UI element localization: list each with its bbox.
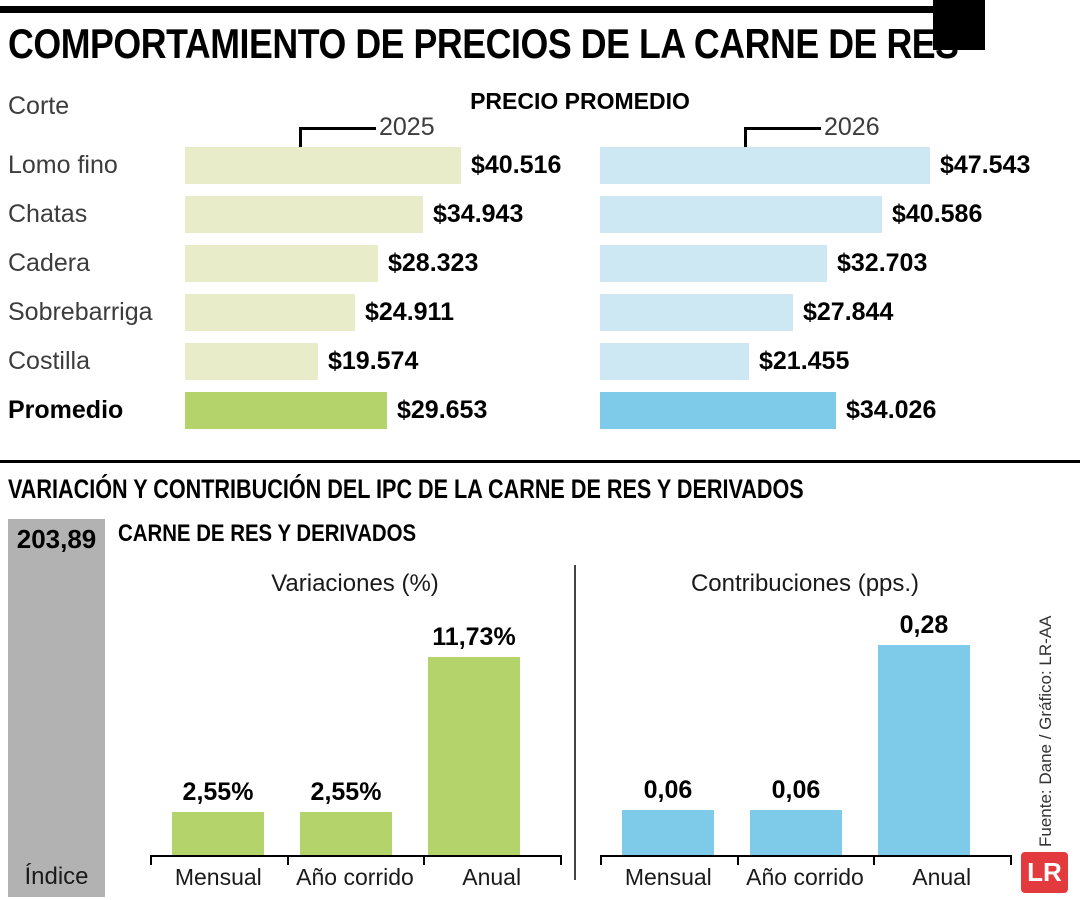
price-row-label: Lomo fino	[8, 151, 118, 179]
price-row-label: Costilla	[8, 347, 90, 375]
price-bar-2026	[600, 196, 882, 233]
bar-value-contribuciones: 0,28	[899, 611, 949, 639]
axis-tick-contribuciones	[873, 855, 875, 865]
bar-value-contribuciones: 0,06	[643, 776, 693, 804]
axis-line-variaciones	[150, 855, 560, 857]
price-bar-2025	[185, 147, 461, 184]
axis-tick-contribuciones	[737, 855, 739, 865]
price-bar-2025	[185, 392, 387, 429]
price-bar-2025	[185, 343, 318, 380]
bar-value-variaciones: 2,55%	[310, 778, 382, 806]
chart-title-variaciones: Variaciones (%)	[271, 570, 439, 597]
price-bar-2026	[600, 294, 793, 331]
bar-value-variaciones: 11,73%	[432, 623, 516, 651]
price-value-2025: $29.653	[397, 396, 488, 424]
bar-variaciones	[428, 657, 520, 855]
price-bar-2025	[185, 294, 355, 331]
price-value-2026: $47.543	[940, 151, 1031, 179]
column-header-corte: Corte	[8, 92, 70, 120]
axis-tick-variaciones	[560, 855, 562, 865]
price-value-2026: $32.703	[837, 249, 928, 277]
price-row-label: Chatas	[8, 200, 88, 228]
price-bar-2025	[185, 196, 423, 233]
ipc-section-title: VARIACIÓN Y CONTRIBUCIÓN DEL IPC DE LA C…	[8, 474, 804, 504]
axis-category-variaciones: Año corrido	[296, 864, 414, 890]
index-value: 203,89	[16, 524, 97, 554]
axis-category-variaciones: Anual	[462, 864, 522, 890]
ipc-subtitle: CARNE DE RES Y DERIVADOS	[118, 520, 417, 547]
axis-tick-contribuciones	[600, 855, 602, 865]
price-value-2026: $40.586	[892, 200, 983, 228]
price-bar-2026	[600, 392, 836, 429]
axis-category-contribuciones: Año corrido	[746, 864, 864, 890]
year-label-2026: 2026	[824, 113, 880, 141]
price-bar-2026	[600, 343, 749, 380]
lr-logo: LR	[1021, 852, 1068, 893]
chart-title-contribuciones: Contribuciones (pps.)	[690, 570, 920, 597]
axis-tick-variaciones	[150, 855, 152, 865]
price-bar-2026	[600, 245, 827, 282]
price-row-label: Cadera	[8, 249, 90, 277]
bar-variaciones	[300, 812, 392, 855]
axis-category-contribuciones: Anual	[912, 864, 972, 890]
price-value-2026: $21.455	[759, 347, 850, 375]
price-bar-2025	[185, 245, 378, 282]
bar-variaciones	[172, 812, 264, 855]
price-value-2026: $34.026	[846, 396, 937, 424]
source-credit: Fuente: Dane / Gráfico: LR-AA	[1036, 615, 1055, 848]
section-divider	[0, 460, 1080, 463]
price-value-2025: $34.943	[433, 200, 524, 228]
axis-tick-variaciones	[287, 855, 289, 865]
top-corner-square	[933, 0, 985, 50]
price-value-2025: $24.911	[365, 298, 454, 326]
price-value-2026: $27.844	[803, 298, 894, 326]
bar-contribuciones	[878, 645, 970, 855]
price-value-2025: $28.323	[388, 249, 479, 277]
top-rule	[0, 6, 933, 13]
price-value-2025: $40.516	[471, 151, 562, 179]
index-label: Índice	[24, 863, 89, 890]
axis-category-contribuciones: Mensual	[624, 864, 712, 890]
price-section-header: PRECIO PROMEDIO	[470, 88, 690, 114]
axis-line-contribuciones	[600, 855, 1010, 857]
axis-category-variaciones: Mensual	[174, 864, 262, 890]
callout-line-2025	[299, 127, 376, 162]
callout-line-2026	[744, 127, 821, 162]
price-row-label: Promedio	[8, 396, 124, 424]
year-label-2025: 2025	[379, 113, 435, 141]
price-row-label: Sobrebarriga	[8, 298, 153, 326]
index-bar: 203,89 Índice	[8, 519, 105, 897]
page-title: COMPORTAMIENTO DE PRECIOS DE LA CARNE DE…	[8, 20, 959, 67]
bar-contribuciones	[622, 810, 714, 855]
bar-contribuciones	[750, 810, 842, 855]
chart-separator	[574, 565, 576, 880]
axis-tick-contribuciones	[1010, 855, 1012, 865]
bar-value-contribuciones: 0,06	[771, 776, 821, 804]
axis-tick-variaciones	[423, 855, 425, 865]
bar-value-variaciones: 2,55%	[182, 778, 254, 806]
price-bar-2026	[600, 147, 930, 184]
price-value-2025: $19.574	[328, 347, 419, 375]
